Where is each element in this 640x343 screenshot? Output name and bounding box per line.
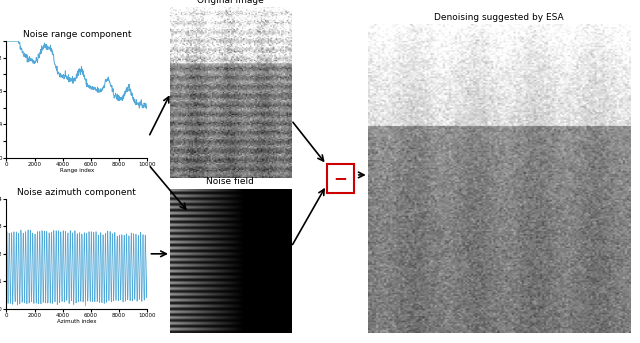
- Text: −: −: [333, 169, 348, 187]
- X-axis label: Range index: Range index: [60, 168, 94, 173]
- Title: Original image: Original image: [197, 0, 264, 5]
- X-axis label: Azimuth index: Azimuth index: [57, 319, 97, 324]
- Title: Noise field: Noise field: [207, 177, 254, 187]
- Title: Noise azimuth component: Noise azimuth component: [17, 188, 136, 197]
- Title: Noise range component: Noise range component: [22, 30, 131, 39]
- Bar: [326, 164, 355, 193]
- Title: Denoising suggested by ESA: Denoising suggested by ESA: [435, 13, 564, 22]
